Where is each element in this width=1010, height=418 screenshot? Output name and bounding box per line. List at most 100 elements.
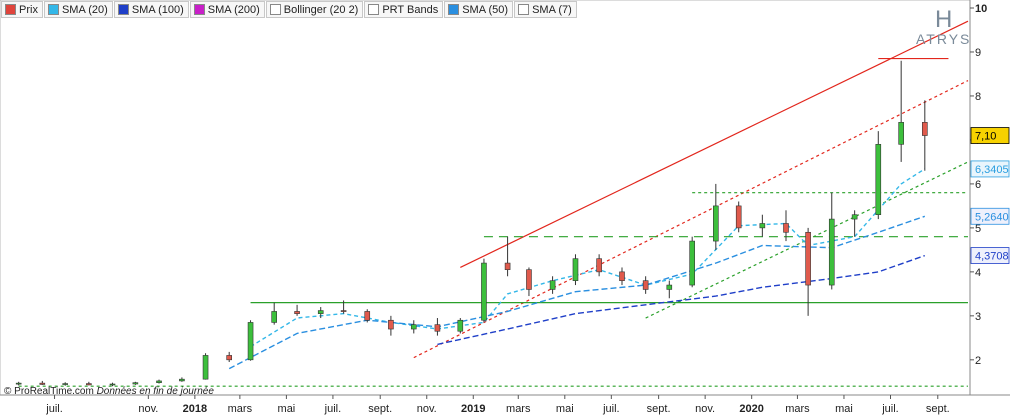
x-tick-label: mars: [228, 403, 253, 415]
x-tick-label: mars: [506, 403, 531, 415]
y-tick-label: 5: [975, 223, 981, 235]
y-tick-label: 4: [975, 267, 981, 279]
sma100-line: [437, 254, 926, 346]
atrys-logo: H ATRYS: [916, 6, 972, 48]
legend-item-prix[interactable]: Prix: [1, 1, 43, 18]
legend-label: SMA (200): [207, 3, 260, 16]
trend-line: [460, 20, 969, 269]
price-label: 6,3405: [975, 164, 1009, 176]
sma50-line: [228, 215, 926, 370]
y-tick-label: 6: [975, 179, 981, 191]
logo-mark-icon: H: [935, 6, 953, 33]
price-label-box: [970, 160, 1010, 178]
legend-label: SMA (20): [61, 3, 108, 16]
plot-area: [0, 0, 971, 396]
legend-swatch: [518, 4, 530, 15]
candle-down: [526, 269, 532, 290]
candle-up: [179, 378, 185, 382]
legend-bar: Prix SMA (20) SMA (100) SMA (200) Bollin…: [1, 1, 577, 18]
candle-up: [271, 311, 277, 323]
legend-swatch: [448, 4, 460, 15]
candle-up: [666, 284, 673, 290]
legend-item-sma7[interactable]: SMA (7): [514, 1, 577, 18]
x-tick-label: juil.: [324, 403, 342, 415]
x-tick-label: juil.: [45, 403, 63, 415]
x-tick-label: mai: [835, 403, 853, 415]
candle-up: [572, 258, 579, 281]
price-label: 4,3708: [975, 251, 1009, 263]
candle-down: [619, 271, 625, 281]
candle-up: [898, 122, 904, 145]
y-tick-label: 8: [975, 91, 981, 103]
price-label: 5,2640: [975, 211, 1009, 223]
logo-text: ATRYS: [916, 31, 972, 47]
legend-swatch: [117, 4, 129, 15]
candle-down: [805, 231, 811, 286]
candle-down: [86, 383, 92, 386]
candle-down: [596, 258, 602, 273]
candle-down: [504, 262, 511, 270]
x-tick-label: sept.: [926, 403, 950, 415]
data-credit: © ProRealTime.com Données en fin de jour…: [4, 386, 214, 397]
price-label-box: [970, 207, 1010, 225]
y-tick-label: 3: [975, 311, 981, 323]
legend-label: PRT Bands: [382, 3, 439, 16]
legend-label: Bollinger (20 2): [283, 3, 359, 16]
candle-up: [317, 310, 324, 314]
candle-down: [294, 311, 300, 314]
legend-item-prt-bands[interactable]: PRT Bands: [364, 1, 444, 18]
legend-item-sma20[interactable]: SMA (20): [43, 1, 113, 18]
candle-down: [642, 280, 649, 290]
price-label-box: [970, 127, 1010, 144]
candle-up: [481, 262, 487, 321]
candle-up: [713, 205, 719, 242]
candle-down: [783, 223, 789, 233]
x-tick-label: nov.: [695, 403, 715, 415]
legend-swatch: [368, 4, 380, 15]
x-tick-label: mai: [278, 403, 296, 415]
candle-down: [388, 319, 394, 330]
candle-up: [549, 280, 556, 290]
candle-up: [457, 319, 464, 332]
candle-up: [875, 144, 882, 215]
candle-down: [226, 355, 232, 361]
candle-up: [828, 218, 835, 286]
x-tick-label: 2018: [183, 403, 207, 415]
credit-source: © ProRealTime.com: [4, 386, 94, 397]
sma20-line: [250, 168, 926, 348]
legend-swatch: [5, 4, 16, 15]
x-tick-label: juil.: [881, 403, 899, 415]
y-tick-label: 10: [975, 3, 987, 15]
legend-label: SMA (50): [462, 3, 509, 16]
x-tick-label: 2019: [461, 403, 485, 415]
legend-label: SMA (100): [131, 3, 184, 16]
legend-item-sma100[interactable]: SMA (100): [113, 1, 189, 18]
candle-down: [340, 310, 347, 312]
candle-up: [410, 324, 417, 330]
candle-up: [156, 380, 162, 383]
candle-down: [922, 122, 928, 136]
candle-up: [759, 223, 766, 229]
x-tick-label: sept.: [647, 403, 671, 415]
candle-up: [62, 383, 69, 385]
legend-item-sma50[interactable]: SMA (50): [444, 1, 514, 18]
candle-down: [364, 311, 371, 321]
x-tick-label: nov.: [138, 403, 158, 415]
x-tick-label: mars: [785, 403, 810, 415]
legend-item-bollinger[interactable]: Bollinger (20 2): [265, 1, 364, 18]
y-tick-label: 9: [975, 47, 981, 59]
candle-down: [39, 382, 46, 385]
legend-swatch: [193, 4, 205, 15]
x-tick-label: nov.: [417, 403, 437, 415]
credit-note: Données en fin de journée: [96, 386, 214, 397]
candle-up: [851, 214, 858, 220]
candle-down: [434, 324, 441, 332]
legend-swatch: [269, 4, 281, 15]
x-tick-label: 2020: [739, 403, 763, 415]
legend-item-sma200[interactable]: SMA (200): [189, 1, 265, 18]
x-tick-label: mai: [556, 403, 574, 415]
legend-label: SMA (7): [532, 3, 572, 16]
x-tick-label: juil.: [602, 403, 620, 415]
